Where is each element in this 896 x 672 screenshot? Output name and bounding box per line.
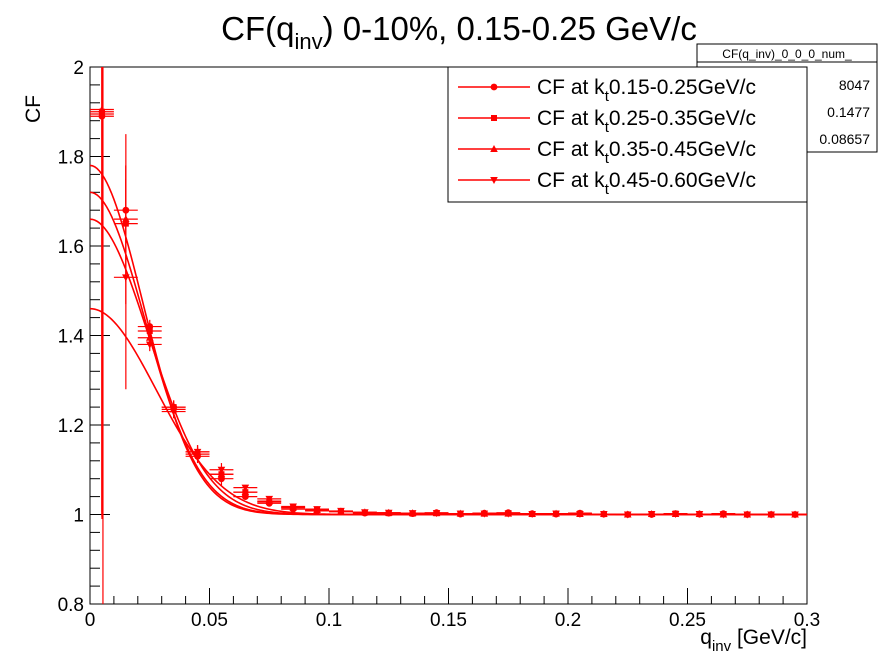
data-point <box>337 507 345 515</box>
x-tick-label: 0.2 <box>555 610 581 631</box>
x-tick-label: 0 <box>85 610 96 631</box>
legend-marker <box>490 177 498 184</box>
axes: 0 0.05 0.1 0.15 0.2 0.25 0.3 0.8 1 1.2 1.4 1.6 1.8 2 <box>58 58 821 631</box>
data-point <box>719 511 728 519</box>
y-tick-label: 2 <box>73 58 84 79</box>
fit-curve-2 <box>89 191 807 516</box>
data-point <box>671 511 680 519</box>
stats-title: CF(q_inv)_0_0_0_num_ <box>722 47 852 61</box>
data-point <box>408 510 417 518</box>
data-point <box>743 511 752 519</box>
x-tick-label: 0.3 <box>794 610 820 631</box>
legend: CF at kt0.15-0.25GeV/cCF at kt0.25-0.35G… <box>447 66 808 203</box>
y-tick-label: 1.2 <box>58 416 84 437</box>
legend-marker <box>491 115 497 121</box>
data-point <box>504 510 513 518</box>
data-point <box>384 509 393 517</box>
data-point <box>122 274 130 282</box>
legend-label: CF at kt0.35-0.45GeV/c <box>537 138 756 167</box>
legend-marker <box>490 83 498 91</box>
data-point <box>600 511 608 519</box>
data-point <box>193 448 202 456</box>
data-point <box>576 511 584 519</box>
x-tick-label: 0.15 <box>430 610 467 631</box>
data-point <box>552 510 560 518</box>
data-point <box>695 511 704 519</box>
data-point <box>98 110 106 118</box>
data-point <box>361 509 369 517</box>
data-point <box>528 511 536 519</box>
fit-curve-4 <box>89 307 807 516</box>
data-points <box>90 67 807 604</box>
data-point <box>480 510 489 518</box>
legend-marker <box>490 145 498 152</box>
legend-label: CF at kt0.25-0.35GeV/c <box>537 107 756 136</box>
data-point <box>432 510 441 518</box>
data-point <box>289 503 297 511</box>
legend-label: CF at kt0.45-0.60GeV/c <box>537 169 756 198</box>
stats-mean: 0.1477 <box>827 104 870 120</box>
data-point <box>767 511 775 519</box>
data-point <box>456 510 465 518</box>
y-axis-label: CF <box>22 95 45 123</box>
data-point <box>241 484 250 492</box>
y-tick-label: 0.8 <box>58 595 84 616</box>
x-axis-label: qinv [GeV/c] <box>700 626 807 655</box>
data-point <box>647 511 656 519</box>
x-tick-label: 0.05 <box>191 610 228 631</box>
y-tick-label: 1.6 <box>58 237 84 258</box>
data-point <box>791 511 799 519</box>
y-tick-label: 1 <box>73 506 84 527</box>
data-point <box>217 466 226 474</box>
data-point <box>145 333 154 341</box>
x-tick-label: 0.1 <box>316 610 342 631</box>
chart-title: CF(qinv) 0-10%, 0.15-0.25 GeV/c <box>221 10 697 54</box>
y-tick-label: 1.4 <box>58 327 85 348</box>
stats-entries: 8047 <box>839 77 870 93</box>
y-tick-label: 1.8 <box>58 148 84 169</box>
data-point <box>145 341 154 349</box>
data-point <box>169 408 178 416</box>
data-point <box>623 511 632 519</box>
data-point <box>265 495 274 503</box>
stats-std: 0.08657 <box>819 131 870 147</box>
legend-label: CF at kt0.15-0.25GeV/c <box>537 76 756 105</box>
x-tick-label: 0.25 <box>669 610 706 631</box>
data-point <box>313 506 321 514</box>
